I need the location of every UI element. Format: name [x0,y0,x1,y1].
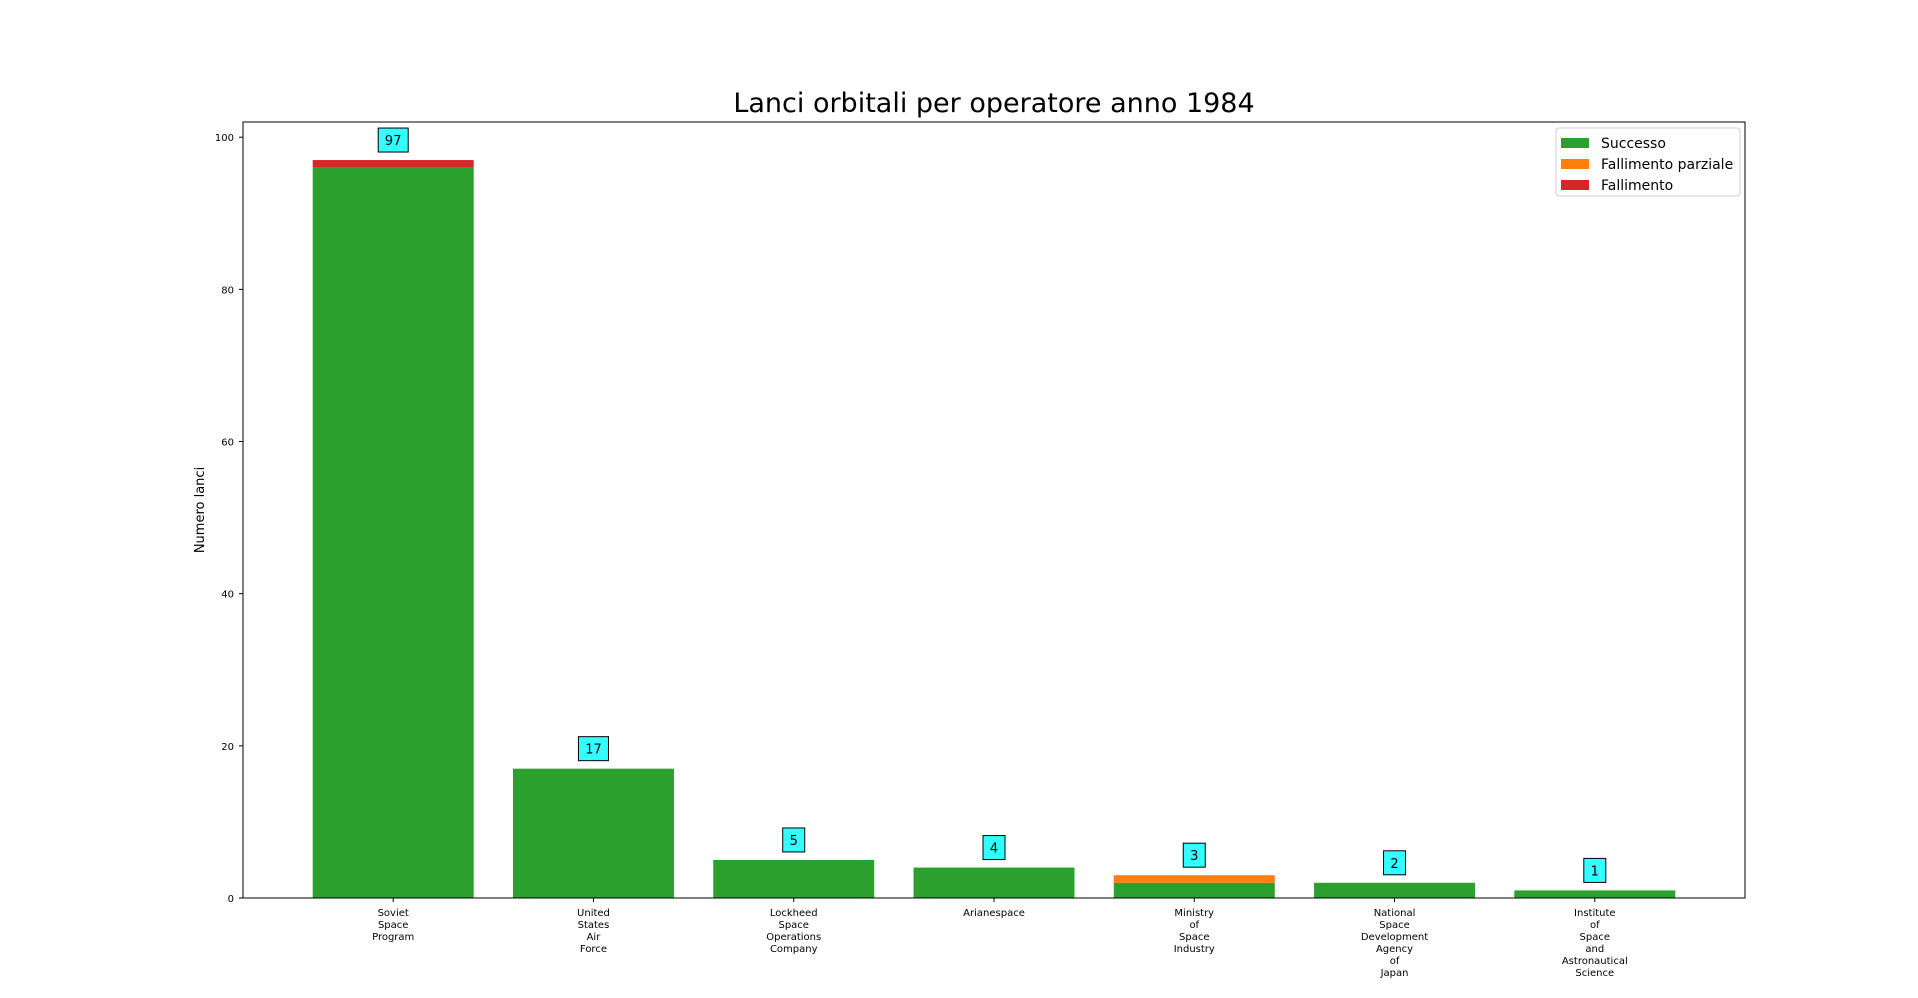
legend-label: Fallimento [1601,178,1673,194]
x-tick-label: Institute of Space and Astronautical Science [1562,908,1628,979]
bar-1-3 [713,859,875,898]
data-label: 4 [990,842,998,857]
y-axis-label: Numero lanci [193,467,208,553]
bar-1-6 [1314,882,1476,898]
bar-1-1 [312,167,474,898]
y-tick-label: 60 [221,438,234,449]
legend: Successo Fallimento parziale Fallimento [1555,127,1741,197]
y-tick-label: 80 [221,285,234,296]
data-label-box [377,127,409,153]
legend-swatch [1561,138,1589,148]
data-label-box [982,835,1006,861]
data-label: 3 [1190,849,1198,864]
data-label-box [1583,857,1607,883]
y-tick-label: 0 [228,894,234,905]
legend-box [1555,127,1741,197]
data-label: 17 [585,743,602,758]
data-label: 1 [1591,864,1599,879]
bar-1-5 [1113,882,1275,898]
x-tick-label: United States Air Force [577,908,610,955]
data-label: 2 [1390,857,1398,872]
x-tick-label: Arianespace [963,908,1025,919]
data-label: 5 [790,834,798,849]
y-tick-label: 40 [221,590,234,601]
y-tick-label: 20 [221,742,234,753]
bar-3-1 [312,160,474,168]
x-tick-label: National Space Development Agency of Japan [1361,908,1428,979]
data-label-box [1182,842,1206,868]
y-tick-label: 100 [215,133,234,144]
legend-label: Fallimento parziale [1601,157,1733,173]
legend-label: Successo [1601,136,1666,152]
bar-1-7 [1514,890,1676,898]
legend-swatch [1561,180,1589,190]
data-label-box [1383,850,1407,876]
legend-swatch [1561,159,1589,169]
x-tick-label: Soviet Space Program [372,908,414,943]
data-label-box [577,736,609,762]
x-tick-label: Ministry of Space Industry [1174,908,1215,955]
plot-area: 0 20 40 60 80 100 Soviet Space Program United Stat… [215,121,1746,979]
data-label: 97 [385,134,402,149]
x-tick-label: Lockheed Space Operations Company [766,908,821,955]
chart-title: Lanci orbitali per operatore anno 1984 [733,88,1254,119]
bar-2-5 [1113,875,1275,883]
bar-1-4 [913,867,1075,898]
bar-1-2 [512,768,674,898]
data-label-box [782,827,806,853]
